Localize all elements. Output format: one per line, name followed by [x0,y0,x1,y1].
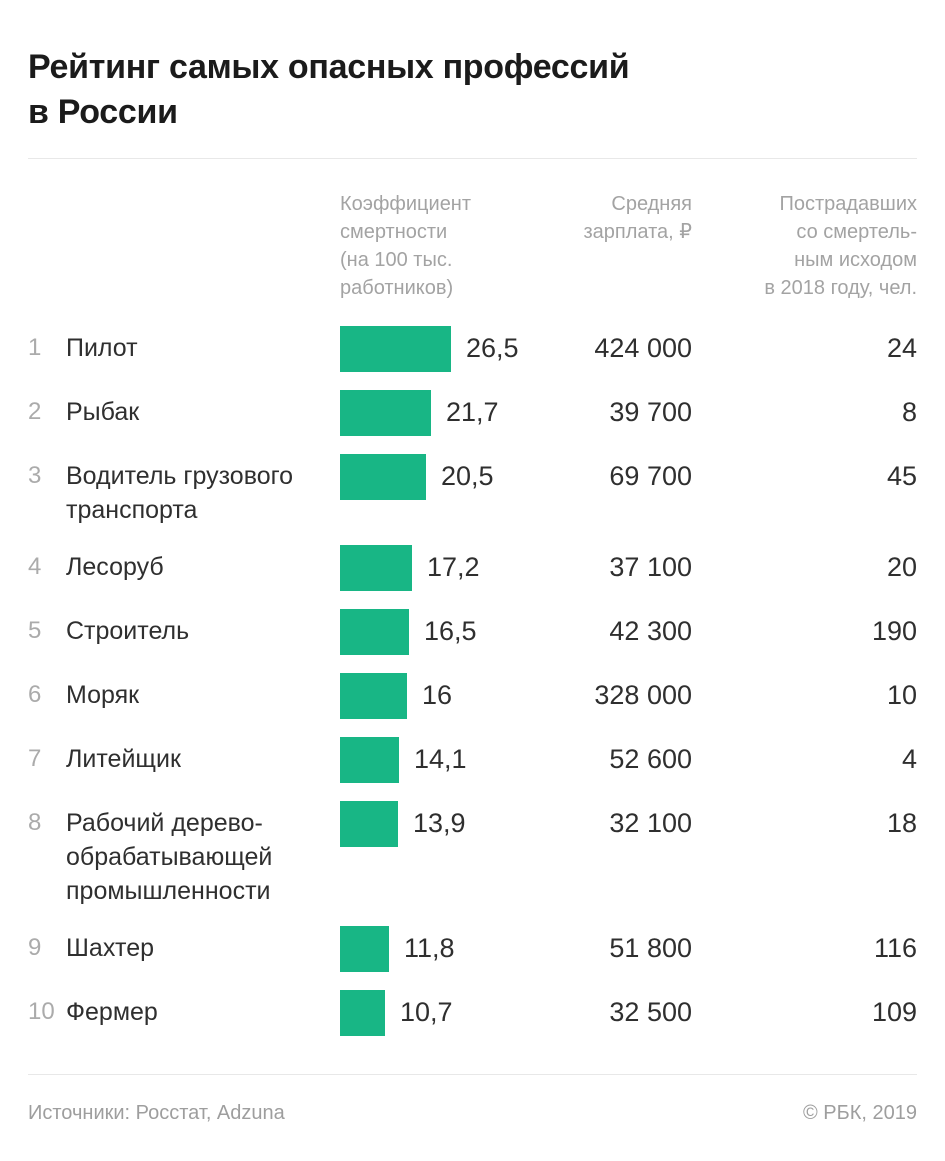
death-rate-value: 26,5 [466,333,519,364]
table-row: 5 Строитель 16,5 42 300 190 [28,608,917,673]
row-salary: 52 600 [609,744,692,775]
copyright-label: © РБК, 2019 [802,1101,917,1124]
table-row: 3 Водитель грузового транспорта 20,5 69 700… [28,453,917,545]
death-rate-bar [340,389,431,436]
death-rate-value: 11,8 [404,933,455,964]
page-title: Рейтинг самых опасных профессий в России [28,47,630,131]
row-deaths: 190 [871,616,917,647]
death-rate-value: 21,7 [446,397,499,428]
row-profession: Литейщик [66,744,181,773]
column-headers: Коэффициент смертности (на 100 тыс. рабо… [28,190,917,302]
death-rate-bar [340,800,398,847]
row-profession: Моряк [66,680,140,709]
column-header-death-rate: Коэффициент смертности (на 100 тыс. рабо… [340,192,472,299]
row-salary: 328 000 [594,680,692,711]
row-salary: 424 000 [594,333,692,364]
row-deaths: 24 [886,333,917,364]
table-row: 7 Литейщик 14,1 52 600 4 [28,736,917,801]
row-rank: 1 [28,333,42,361]
death-rate-bar [340,325,451,372]
death-rate-cell: 16 [340,672,572,719]
footer: Источники: Росстат, Adzuna © РБК, 2019 [28,1102,917,1125]
row-rank: 9 [28,933,42,961]
table-row: 9 Шахтер 11,8 51 800 116 [28,925,917,990]
row-salary: 32 500 [609,997,692,1028]
death-rate-bar [340,453,426,500]
column-header-salary: Средняя зарплата, ₽ [583,192,693,243]
death-rate-bar [340,544,412,591]
row-salary: 42 300 [609,616,692,647]
row-salary: 69 700 [609,461,692,492]
death-rate-cell: 10,7 [340,989,572,1036]
death-rate-bar [340,672,407,719]
row-rank: 8 [28,808,42,836]
row-rank: 7 [28,744,42,772]
table-row: 10 Фермер 10,7 32 500 109 [28,989,917,1054]
table-row: 2 Рыбак 21,7 39 700 8 [28,389,917,454]
table-row: 8 Рабочий дерево-обрабатывающей промышлен… [28,800,917,926]
row-profession: Шахтер [66,933,155,962]
death-rate-value: 20,5 [441,461,494,492]
row-deaths: 20 [886,552,917,583]
death-rate-cell: 20,5 [340,453,572,500]
row-deaths: 4 [901,744,917,775]
row-deaths: 18 [886,808,917,839]
death-rate-cell: 21,7 [340,389,572,436]
row-salary: 39 700 [609,397,692,428]
top-divider [28,157,917,159]
death-rate-bar [340,989,385,1036]
death-rate-value: 16 [422,680,453,711]
death-rate-value: 16,5 [424,616,477,647]
death-rate-value: 17,2 [427,552,480,583]
row-deaths: 116 [873,933,917,964]
column-header-deaths: Пострадавших со смертель- ным исходом в … [764,192,917,299]
row-rank: 3 [28,461,42,489]
row-rank: 4 [28,552,42,580]
row-rank: 5 [28,616,42,644]
row-salary: 37 100 [609,552,692,583]
death-rate-bar [340,925,389,972]
row-profession: Лесоруб [66,552,164,581]
death-rate-cell: 26,5 [340,325,572,372]
death-rate-bar [340,736,399,783]
row-profession: Пилот [66,333,138,362]
row-rank: 2 [28,397,42,425]
death-rate-cell: 13,9 [340,800,572,847]
row-rank: 10 [28,997,55,1025]
table-row: 1 Пилот 26,5 424 000 24 [28,325,917,390]
row-profession: Строитель [66,616,190,645]
death-rate-cell: 17,2 [340,544,572,591]
header-spacer [28,190,340,302]
row-profession: Рабочий дерево-обрабатывающей промышленн… [66,808,273,905]
death-rate-value: 13,9 [413,808,466,839]
death-rate-cell: 11,8 [340,925,572,972]
row-salary: 51 800 [609,933,692,964]
row-deaths: 10 [886,680,917,711]
row-rank: 6 [28,680,42,708]
row-deaths: 45 [886,461,917,492]
row-profession: Фермер [66,997,158,1026]
row-deaths: 8 [901,397,917,428]
row-profession: Рыбак [66,397,140,426]
death-rate-value: 10,7 [400,997,453,1028]
row-deaths: 109 [871,997,917,1028]
table-row: 4 Лесоруб 17,2 37 100 20 [28,544,917,609]
death-rate-cell: 16,5 [340,608,572,655]
table-row: 6 Моряк 16 328 000 10 [28,672,917,737]
death-rate-value: 14,1 [414,744,467,775]
sources-label: Источники: Росстат, Adzuna [28,1101,285,1124]
death-rate-bar [340,608,409,655]
row-salary: 32 100 [609,808,692,839]
ranking-table: 1 Пилот 26,5 424 000 24 2 Рыбак 21,7 39 700 8 3 Вод… [28,325,917,1054]
row-profession: Водитель грузового транспорта [66,461,294,524]
death-rate-cell: 14,1 [340,736,572,783]
bottom-divider [28,1073,917,1075]
